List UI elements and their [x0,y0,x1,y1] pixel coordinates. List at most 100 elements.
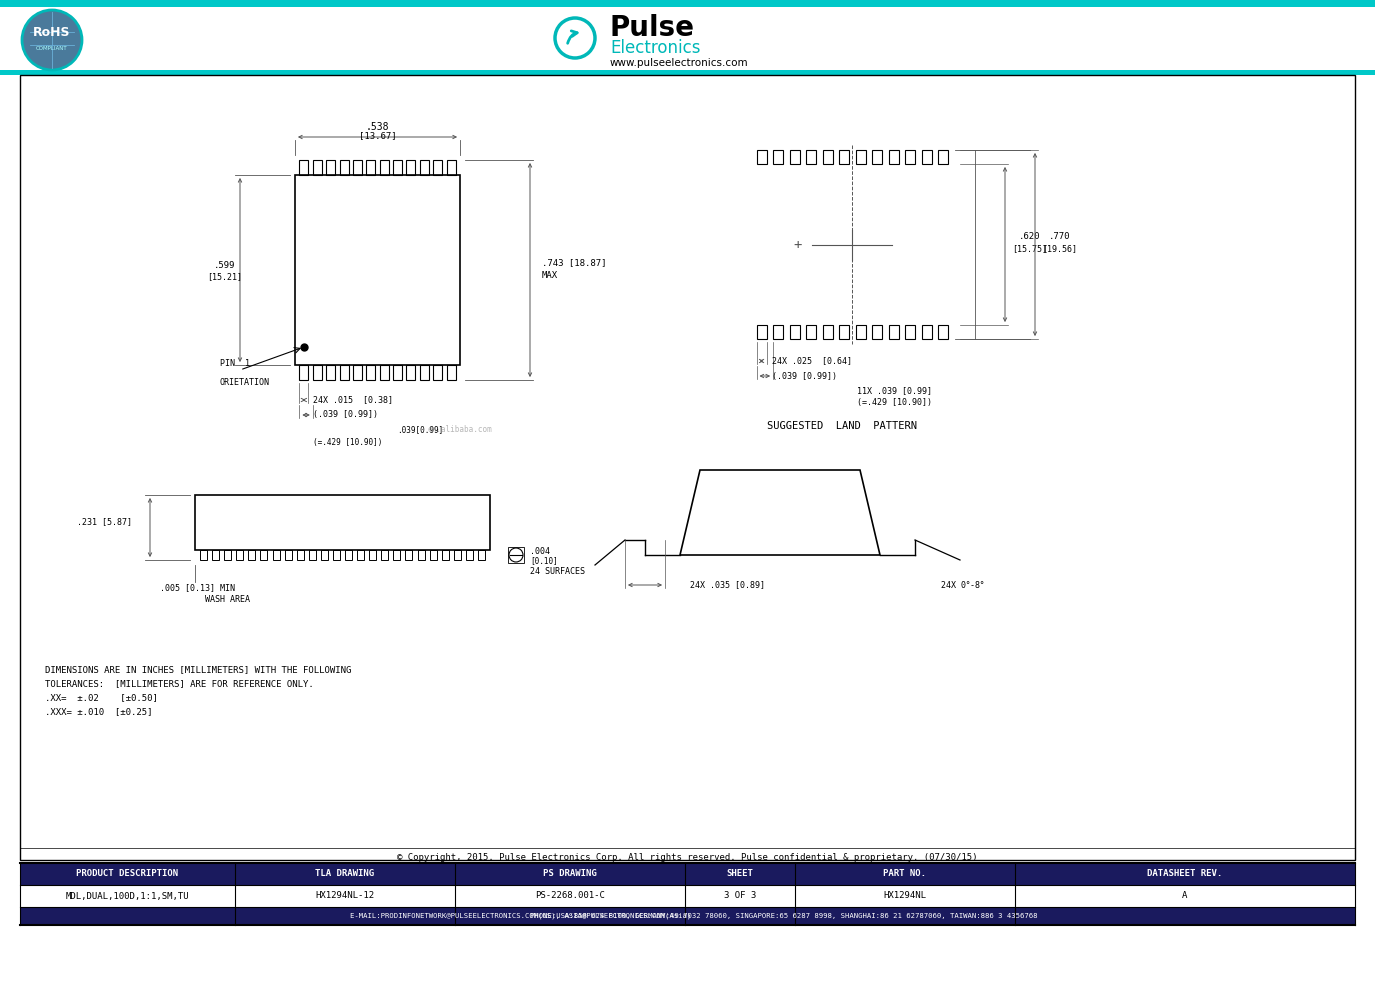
Bar [285,550,292,560]
Text: 24X 0$\degree$-8$\degree$: 24X 0$\degree$-8$\degree$ [941,580,984,591]
Text: (.039 [0.99]): (.039 [0.99]) [771,372,836,380]
Bar [340,160,348,175]
Text: SHEET: SHEET [726,870,754,879]
Bar [366,160,375,175]
Bar [406,550,412,560]
Bar [855,150,866,164]
Bar [326,365,336,380]
Bar [212,550,219,560]
Text: 24X .035 [0.89]: 24X .035 [0.89] [690,581,765,590]
Text: HX1294NL: HX1294NL [884,892,927,900]
Text: WASH AREA: WASH AREA [205,595,250,604]
Text: (.039 [0.99]): (.039 [0.99]) [314,411,378,420]
Bar [773,150,784,164]
Bar [358,550,364,560]
Bar [201,550,208,560]
Bar [921,325,932,339]
Bar [454,550,461,560]
Text: 24 SURFACES: 24 SURFACES [529,567,584,576]
Bar [872,325,883,339]
Text: 11X .039 [0.99]: 11X .039 [0.99] [858,386,932,395]
Bar [447,160,455,175]
Text: 3 OF 3: 3 OF 3 [723,892,756,900]
Text: www.pulseelectronics.com: www.pulseelectronics.com [610,58,748,68]
Text: COMPLIANT: COMPLIANT [36,46,67,51]
Text: PRODUCT DESCRIPTION: PRODUCT DESCRIPTION [77,870,179,879]
Text: PIN  1: PIN 1 [220,359,250,368]
Text: E-MAIL:PRODINFONETWORK@PULSEELECTRONICS.COM(US), ASIA@PULSEFCTRONICS.COM(Asia): E-MAIL:PRODINFONETWORK@PULSEELECTRONICS.… [351,913,692,919]
Text: en.alibaba.com: en.alibaba.com [428,425,492,434]
Bar [21,75,1354,860]
Bar [478,550,485,560]
Bar [345,550,352,560]
Text: [15.21]: [15.21] [208,272,242,281]
Bar [433,160,443,175]
Bar [0,7,1375,72]
Bar [905,150,916,164]
Bar [419,160,429,175]
Bar [773,325,784,339]
Bar [839,150,850,164]
Text: .004: .004 [529,548,550,556]
Text: MDL,DUAL,100D,1:1,SM,TU: MDL,DUAL,100D,1:1,SM,TU [66,892,190,900]
Bar [466,550,473,560]
Circle shape [22,10,82,70]
Bar [380,365,389,380]
Bar [939,325,949,339]
Bar [380,160,389,175]
Bar [370,550,377,560]
Bar [326,160,336,175]
Text: © Copyright, 2015. Pulse Electronics Corp. All rights reserved. Pulse confidenti: © Copyright, 2015. Pulse Electronics Cor… [397,852,978,861]
Bar [309,550,316,560]
Text: .770: .770 [1049,232,1071,241]
Bar [433,365,443,380]
Bar [839,325,850,339]
Bar [340,365,348,380]
Bar [366,365,375,380]
Text: .231 [5.87]: .231 [5.87] [77,517,132,526]
Bar [822,150,833,164]
Text: .005 [0.13] MIN: .005 [0.13] MIN [160,584,235,593]
Text: +: + [793,238,802,252]
Bar [312,365,322,380]
Bar [872,150,883,164]
Bar [195,495,490,550]
Bar [21,863,1354,885]
Bar [921,150,932,164]
Bar [353,160,362,175]
Text: [13.67]: [13.67] [359,132,396,141]
Circle shape [556,18,595,58]
Bar [260,550,268,560]
Bar [353,365,362,380]
Bar [789,150,800,164]
Bar [756,150,766,164]
Bar [381,550,388,560]
Bar [21,907,1354,925]
Bar [296,175,461,365]
Bar [756,325,766,339]
Bar [312,160,322,175]
Text: 24X .025  [0.64]: 24X .025 [0.64] [771,357,851,366]
Bar [806,150,817,164]
Text: DIMENSIONS ARE IN INCHES [MILLIMETERS] WITH THE FOLLOWING
TOLERANCES:  [MILLIMET: DIMENSIONS ARE IN INCHES [MILLIMETERS] W… [45,665,352,716]
Bar [407,160,415,175]
Bar [407,365,415,380]
Text: PHONE:USA:858 674 8100, GERMANY:49 7032 78060, SINGAPORE:65 6287 8998, SHANGHAI:: PHONE:USA:858 674 8100, GERMANY:49 7032 … [529,913,1038,919]
Text: PS DRAWING: PS DRAWING [543,870,597,879]
Text: [15.75]: [15.75] [1012,244,1048,253]
Bar [393,160,401,175]
Text: .599: .599 [214,260,235,269]
Text: PS-2268.001-C: PS-2268.001-C [535,892,605,900]
Text: Electronics: Electronics [610,39,700,57]
Bar [822,325,833,339]
Bar [236,550,243,560]
Bar [393,550,400,560]
Text: .039[0.99]: .039[0.99] [397,426,444,434]
Bar [320,550,327,560]
Text: .538: .538 [366,122,389,132]
Bar [300,365,308,380]
Text: RoHS: RoHS [33,26,70,38]
Bar [224,550,231,560]
Bar [806,325,817,339]
Text: ORIETATION: ORIETATION [220,378,270,387]
